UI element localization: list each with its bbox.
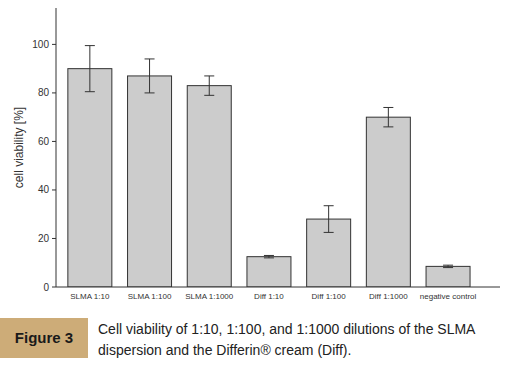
error-bar bbox=[324, 206, 334, 233]
y-tick bbox=[52, 189, 56, 190]
plot-area bbox=[68, 46, 470, 287]
y-tick bbox=[52, 238, 56, 239]
x-tick-label: SLMA 1:1000 bbox=[185, 292, 234, 301]
bar bbox=[128, 76, 172, 287]
y-tick-label: 80 bbox=[38, 87, 50, 98]
y-axis bbox=[56, 8, 57, 287]
error-bar bbox=[85, 46, 95, 92]
error-bar bbox=[204, 76, 214, 95]
y-tick-label: 20 bbox=[38, 233, 50, 244]
y-tick bbox=[52, 141, 56, 142]
x-tick-label: SLMA 1:10 bbox=[70, 292, 110, 301]
y-tick-label: 40 bbox=[38, 184, 50, 195]
error-bar bbox=[443, 265, 453, 267]
error-bar bbox=[145, 59, 155, 93]
x-tick-label: Diff 1:10 bbox=[254, 292, 284, 301]
y-tick bbox=[52, 92, 56, 93]
y-tick bbox=[52, 44, 56, 45]
x-tick-label: SLMA 1:100 bbox=[128, 292, 172, 301]
x-tick-label: Diff 1:100 bbox=[312, 292, 347, 301]
x-tick-label: negative control bbox=[420, 292, 477, 301]
caption: Cell viability of 1:10, 1:100, and 1:100… bbox=[98, 319, 508, 361]
error-bar bbox=[264, 255, 274, 257]
x-axis bbox=[56, 287, 500, 288]
bar bbox=[426, 266, 470, 287]
y-tick-label: 100 bbox=[32, 39, 49, 50]
y-tick-label: 60 bbox=[38, 136, 50, 147]
bar bbox=[366, 117, 410, 287]
bar bbox=[68, 69, 112, 287]
bar bbox=[247, 257, 291, 287]
y-tick-label: 0 bbox=[43, 282, 49, 293]
y-tick bbox=[52, 287, 56, 288]
y-axis-label: cell viability [%] bbox=[12, 107, 26, 188]
bar bbox=[187, 86, 231, 287]
error-bar bbox=[383, 107, 393, 126]
x-tick-label: Diff 1:1000 bbox=[369, 292, 408, 301]
figure-label: Figure 3 bbox=[0, 318, 88, 358]
